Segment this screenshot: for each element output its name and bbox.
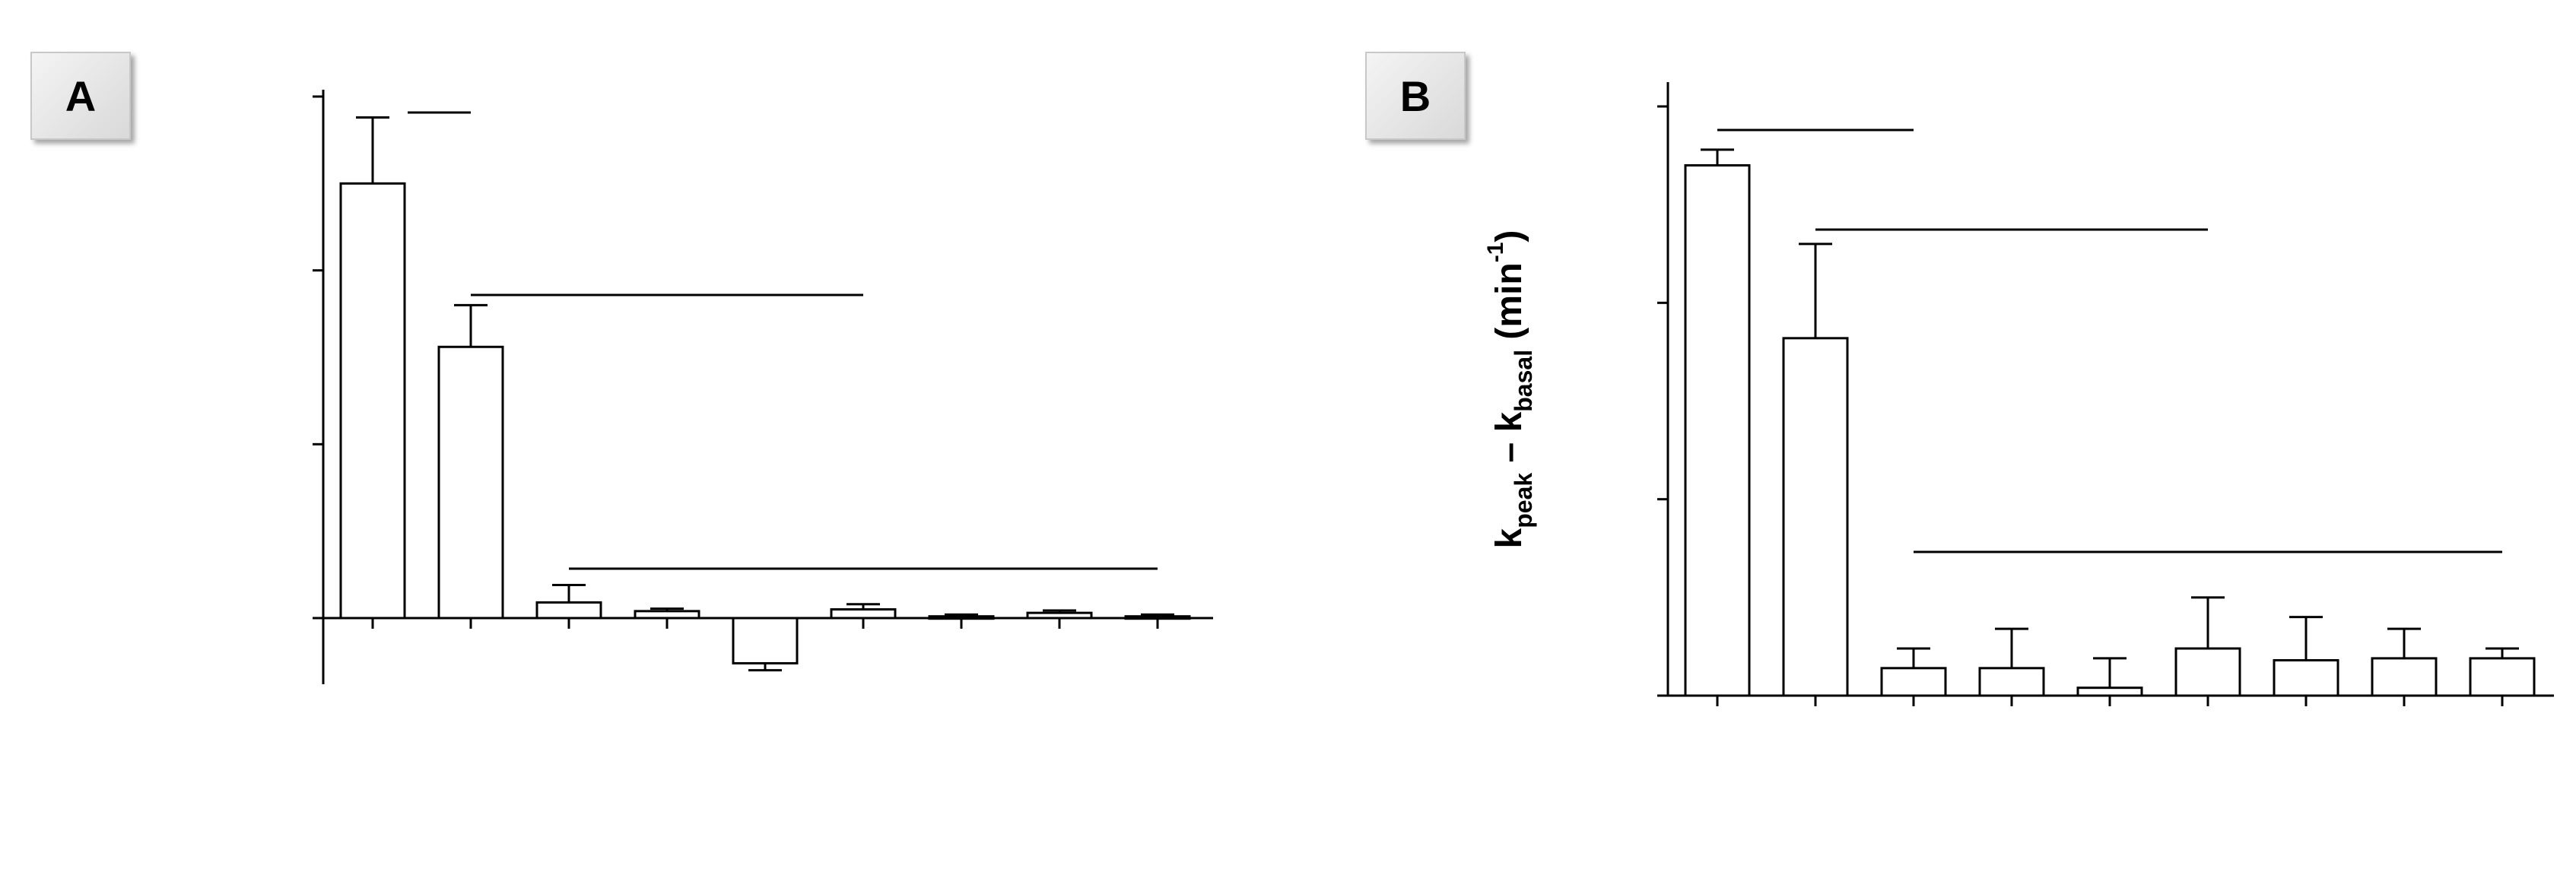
bar [437, 345, 504, 620]
bar [339, 182, 406, 620]
chart-b: kpeak – kbasal (min-1) [1483, 82, 2554, 706]
bar [830, 608, 897, 620]
y-axis-title-part: -1 [1483, 243, 1508, 263]
chart-a [313, 90, 1213, 684]
y-axis-title-part: peak [1510, 473, 1537, 528]
bar [2371, 657, 2438, 697]
panel-label-a: A [30, 52, 131, 140]
bar [2174, 647, 2241, 697]
bar [928, 615, 995, 620]
y-axis-title-part: k [1489, 528, 1529, 548]
y-axis-title: kpeak – kbasal (min-1) [1483, 230, 1537, 549]
bar [1978, 667, 2045, 697]
bar [2469, 657, 2536, 697]
y-axis-title-part: (min [1489, 262, 1529, 350]
y-axis-title-part: – k [1489, 411, 1529, 472]
bar [1124, 615, 1191, 620]
panel-label-b: B [1365, 52, 1466, 140]
bar [2076, 687, 2143, 697]
bar [634, 610, 700, 620]
y-axis-title-part: basal [1510, 350, 1537, 412]
bar [535, 601, 602, 620]
bar [1026, 611, 1093, 620]
bar [2273, 659, 2339, 697]
bar [1684, 164, 1751, 697]
bar [1880, 667, 1947, 697]
bar [732, 617, 799, 664]
bar [1782, 337, 1849, 697]
y-axis-title-part: ) [1489, 230, 1529, 243]
